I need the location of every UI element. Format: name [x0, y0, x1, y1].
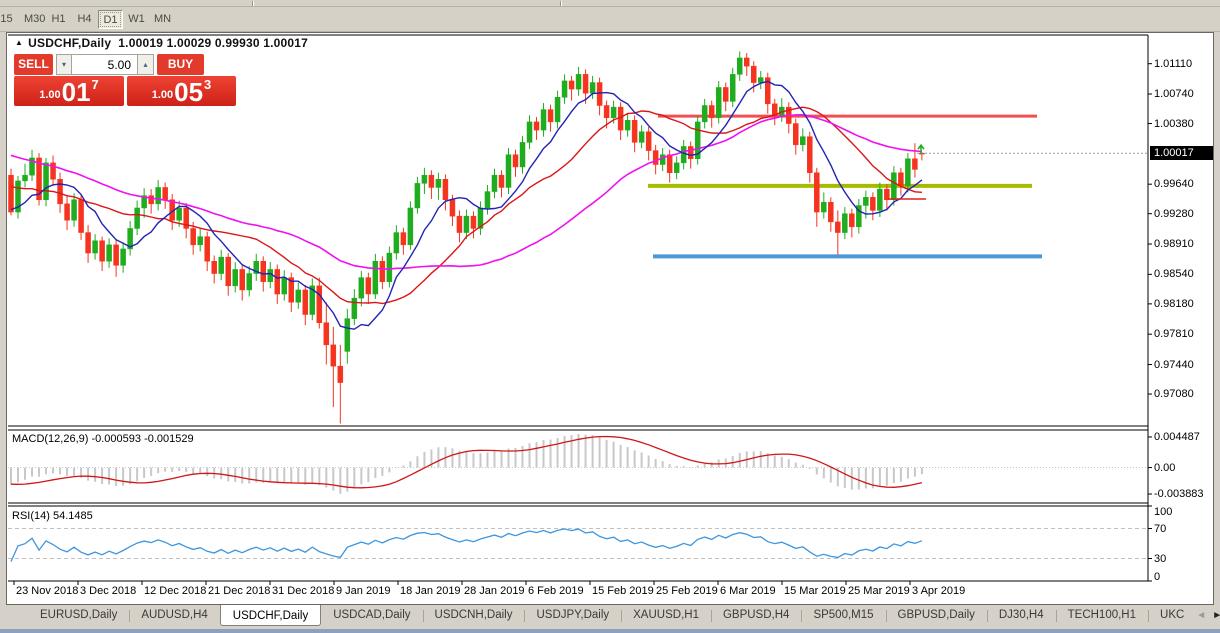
buy-price-tile[interactable]: 1.00 05 3 [127, 76, 236, 106]
timeframe-button-15[interactable]: 15 [0, 13, 13, 25]
date-tick-label: 3 Dec 2018 [80, 585, 137, 597]
chart-tab-gbpusd-daily[interactable]: GBPUSD,Daily [885, 605, 987, 624]
chart-tab-dj30-h4[interactable]: DJ30,H4 [986, 605, 1056, 624]
date-tick-label: 18 Jan 2019 [400, 585, 461, 597]
volume-input[interactable] [72, 54, 138, 75]
chart-tab-usdcad-daily[interactable]: USDCAD,Daily [333, 609, 411, 621]
macd-signal-line [10, 435, 923, 489]
date-tick-label: 15 Feb 2019 [592, 585, 654, 597]
date-tick-label: 9 Jan 2019 [336, 585, 391, 597]
chart-tab-gbpusd-h4[interactable]: GBPUSD,H4 [710, 605, 801, 624]
toolbar-separator [560, 1, 562, 6]
rsi-tick-label: 0 [1154, 571, 1161, 583]
macd-indicator-label: MACD(12,26,9) -0.000593 -0.001529 [12, 433, 194, 445]
buy-arrow-icon [917, 143, 925, 155]
price-tick-label: 0.98540 [1154, 268, 1194, 281]
chart-tab-bar: EURUSD,Daily AUDUSD,H4 USDCHF,Daily USDCAD,… [0, 605, 1220, 629]
price-tick-label: 1.00740 [1154, 88, 1194, 101]
date-tick-label: 25 Mar 2019 [848, 585, 910, 597]
timeframe-button-h1[interactable]: H1 [51, 13, 66, 25]
date-tick-label: 15 Mar 2019 [784, 585, 846, 597]
price-tick-label: 0.97440 [1154, 358, 1194, 371]
rsi-line [10, 528, 923, 562]
sell-price-point: 7 [91, 77, 99, 92]
timeframe-button-m30[interactable]: M30 [24, 13, 46, 25]
date-tick-label: 12 Dec 2018 [144, 585, 207, 597]
buy-price-point: 3 [204, 77, 212, 92]
macd-tick-label: 0.004487 [1154, 430, 1200, 443]
timeframe-button-h4[interactable]: H4 [77, 13, 92, 25]
chart-canvas[interactable]: ▲ USDCHF,Daily 1.00019 1.00029 0.99930 1.… [7, 33, 1213, 604]
timeframe-button-mn[interactable]: MN [154, 13, 172, 25]
date-tick-label: 25 Feb 2019 [656, 585, 718, 597]
chart-window: ▲ USDCHF,Daily 1.00019 1.00029 0.99930 1.… [6, 32, 1214, 605]
date-tick-label: 6 Feb 2019 [528, 585, 584, 597]
date-tick-label: 23 Nov 2018 [16, 585, 79, 597]
price-tick-label: 1.01110 [1154, 57, 1193, 70]
date-tick-label: 3 Apr 2019 [912, 585, 966, 597]
price-tick-label: 0.99280 [1154, 207, 1194, 220]
tab-scroll-left-icon[interactable]: ◄ [1196, 610, 1207, 621]
price-tick-label: 1.00380 [1154, 117, 1194, 130]
chart-tab-xauusd-h1[interactable]: XAUUSD,H1 [621, 605, 711, 624]
tab-scroll-arrows: ◄ ► [1196, 605, 1220, 621]
chart-title: ▲ USDCHF,Daily 1.00019 1.00029 0.99930 1.… [15, 36, 308, 50]
buy-price-pips: 05 [174, 77, 204, 107]
chart-tab-audusd-h4[interactable]: AUDUSD,H4 [129, 605, 219, 624]
chart-tab-tech100-h1[interactable]: TECH100,H1 [1055, 605, 1148, 624]
date-tick-label: 6 Mar 2019 [720, 585, 776, 597]
price-tick-label: 0.98180 [1154, 297, 1194, 310]
timeframe-toolbar: 15 M30 H1 H4 D1 W1 MN [0, 8, 1220, 32]
date-tick-label: 31 Dec 2018 [272, 585, 335, 597]
window-bottom-edge [0, 629, 1220, 633]
rsi-tick-label: 30 [1154, 552, 1167, 565]
buy-price-prefix: 1.00 [151, 89, 174, 101]
sell-button[interactable]: SELL [14, 54, 53, 75]
timeframe-button-w1[interactable]: W1 [128, 13, 145, 25]
price-tick-label: 0.98910 [1154, 238, 1194, 251]
toolbar-separator [252, 1, 254, 6]
buy-button[interactable]: BUY [157, 54, 204, 75]
sell-price-prefix: 1.00 [39, 89, 61, 101]
chart-tab-eurusd-daily[interactable]: EURUSD,Daily [40, 609, 118, 621]
current-price-badge: 1.00017 [1150, 146, 1213, 161]
candlestick-series [8, 51, 925, 424]
date-tick-label: 28 Jan 2019 [464, 585, 525, 597]
price-tick-label: 0.97810 [1154, 328, 1194, 341]
chart-ohlc-values: 1.00019 1.00029 0.99930 1.00017 [118, 36, 309, 50]
chart-symbol-label: USDCHF,Daily [28, 36, 112, 50]
rsi-tick-label: 70 [1154, 522, 1167, 535]
collapse-triangle-icon[interactable]: ▲ [15, 38, 24, 47]
volume-increase-button[interactable]: ▴ [138, 54, 154, 75]
one-click-trade-widget: SELL ▾ ▴ BUY 1.00 01 7 1.00 05 3 [14, 54, 236, 106]
price-tick-label: 0.97080 [1154, 388, 1194, 401]
tab-scroll-right-icon[interactable]: ► [1212, 610, 1220, 621]
sell-price-pips: 01 [61, 77, 91, 107]
chart-tab-usdchf-daily[interactable]: USDCHF,Daily [219, 605, 322, 626]
upper-toolbar-edge [0, 0, 1220, 7]
macd-tick-label: 0.00 [1154, 461, 1176, 474]
rsi-tick-label: 100 [1154, 506, 1173, 518]
chart-tab-usdjpy-daily[interactable]: USDJPY,Daily [524, 605, 621, 624]
chart-tab-sp500-m15[interactable]: SP500,M15 [801, 605, 885, 624]
volume-decrease-button[interactable]: ▾ [56, 54, 72, 75]
rsi-indicator-label: RSI(14) 54.1485 [12, 510, 93, 522]
chart-tab-ukc[interactable]: UKC [1148, 605, 1196, 624]
timeframe-button-d1[interactable]: D1 [98, 10, 123, 29]
chart-plot[interactable] [7, 33, 1213, 604]
price-tick-label: 0.99640 [1154, 178, 1194, 191]
date-tick-label: 21 Dec 2018 [208, 585, 271, 597]
sell-price-tile[interactable]: 1.00 01 7 [14, 76, 124, 106]
chart-tab-usdcnh-daily[interactable]: USDCNH,Daily [422, 605, 525, 624]
macd-tick-label: -0.003883 [1154, 488, 1204, 501]
